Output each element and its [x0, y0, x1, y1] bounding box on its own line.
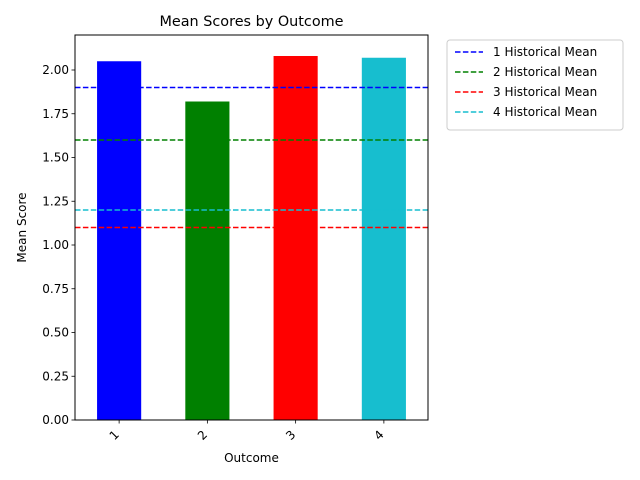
legend-label-4: 4 Historical Mean [493, 105, 597, 119]
x-tick-label: 3 [283, 428, 298, 443]
x-tick-label: 4 [371, 428, 386, 443]
y-axis: 0.00 0.25 0.50 0.75 1.00 1.25 1.50 1.75 2.00 [42, 63, 75, 427]
legend-label-1: 1 Historical Mean [493, 45, 597, 59]
legend: 1 Historical Mean 2 Historical Mean 3 Hist… [446, 39, 624, 131]
bar-1 [97, 61, 142, 420]
y-tick-label: 1.25 [42, 194, 69, 208]
y-tick-label: 0.75 [42, 282, 69, 296]
x-tick-label: 2 [195, 428, 210, 443]
y-axis-label: Mean Score [15, 192, 29, 262]
plot-frame [74, 34, 429, 421]
x-tick-label: 1 [107, 428, 122, 443]
x-axis: 1 2 3 4 [107, 420, 387, 443]
reference-lines-layer [75, 86, 428, 229]
legend-label-3: 3 Historical Mean [493, 85, 597, 99]
y-tick-label: 1.00 [42, 238, 69, 252]
legend-frame [446, 39, 624, 131]
y-tick-label: 1.50 [42, 151, 69, 165]
bar-3 [273, 56, 318, 420]
bars-layer [97, 56, 406, 420]
bar-2 [185, 101, 230, 420]
y-tick-label: 1.75 [42, 107, 69, 121]
bar-4 [361, 57, 406, 420]
x-axis-label: Outcome [224, 451, 279, 465]
y-tick-label: 2.00 [42, 63, 69, 77]
y-tick-label: 0.25 [42, 369, 69, 383]
y-tick-label: 0.00 [42, 413, 69, 427]
y-tick-label: 0.50 [42, 326, 69, 340]
legend-label-2: 2 Historical Mean [493, 65, 597, 79]
chart-title: Mean Scores by Outcome [159, 14, 343, 30]
